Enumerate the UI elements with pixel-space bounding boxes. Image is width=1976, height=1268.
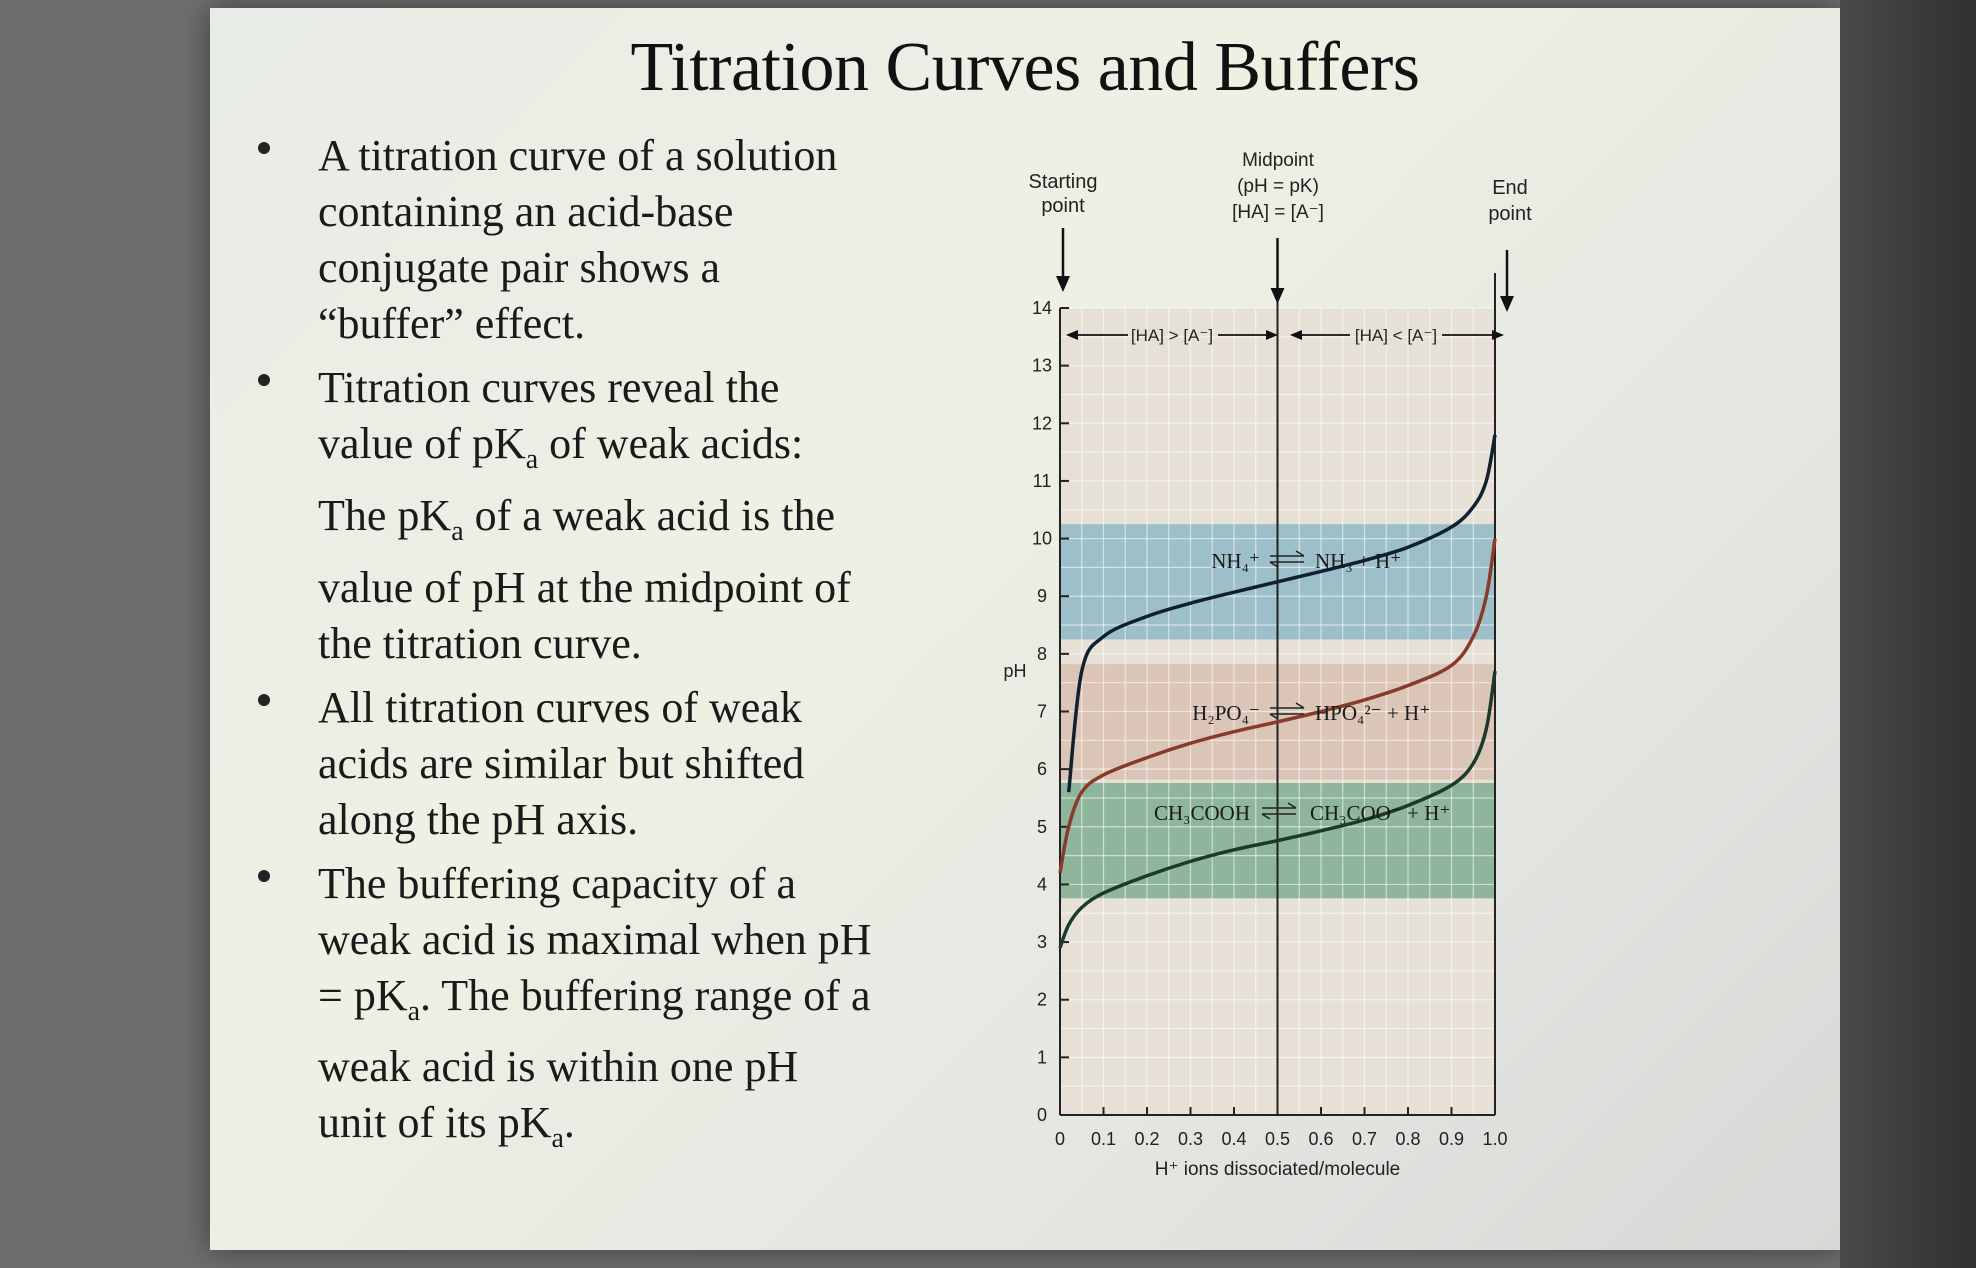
- end-point-label: point: [1488, 203, 1532, 225]
- bullet-item: The buffering capacity of a weak acid is…: [250, 856, 1150, 1168]
- subscript-a: a: [451, 515, 464, 547]
- midpoint-label: [HA] = [A⁻]: [1232, 202, 1324, 223]
- bullet-list: A titration curve of a solution containi…: [250, 128, 1150, 1175]
- y-tick-label: 5: [1037, 817, 1047, 837]
- region-arrow-head: [1066, 330, 1078, 340]
- starting-point-label: Starting: [1029, 171, 1098, 193]
- bullet-item: All titration curves of weak acids are s…: [250, 680, 1150, 848]
- x-tick-label: 0.3: [1178, 1129, 1203, 1149]
- bullet-dot: [258, 693, 270, 706]
- reaction-left-phosphate: H₂PO₄⁻: [1192, 701, 1260, 725]
- starting-point-label: point: [1041, 195, 1085, 217]
- y-tick-label: 2: [1037, 990, 1047, 1010]
- midpoint-label: Midpoint: [1242, 150, 1315, 171]
- midpoint-label: (pH = pK): [1237, 176, 1319, 197]
- titration-curve-ammonium: [1066, 434, 1497, 793]
- titration-curves: [1058, 434, 1497, 949]
- region-label-right: [HA] < [A⁻]: [1355, 326, 1437, 345]
- bullet-line: The buffering capacity of a: [318, 858, 797, 908]
- chart-axes: 0 0.1 0.2 0.3 0.4 0.5 0.6 0.7 0.8 0.9 1.0012345678…: [1003, 273, 1508, 1180]
- equilibrium-arrow-head: [1287, 802, 1297, 809]
- x-axis-label: H⁺ ions dissociated/molecule: [1155, 1159, 1401, 1180]
- y-tick-label: 8: [1037, 644, 1047, 664]
- titration-curve-acetate: [1058, 670, 1497, 949]
- bullet-dot: [258, 869, 270, 882]
- y-tick-label: 12: [1032, 413, 1052, 433]
- equilibrium-arrow-head: [1261, 813, 1271, 820]
- end-point-label: End: [1492, 177, 1528, 199]
- equilibrium-arrow-head: [1269, 561, 1279, 568]
- region-label-left: [HA] > [A⁻]: [1131, 326, 1213, 345]
- bullet-line: acids are similar but shifted: [318, 738, 805, 788]
- region-arrow-head: [1290, 330, 1302, 340]
- titration-curve-phosphate: [1058, 538, 1497, 874]
- bullet-line: the titration curve.: [318, 618, 642, 668]
- bullet-line: value of pKa of weak acids:: [318, 419, 804, 475]
- projected-slide: Titration Curves and Buffers A titration…: [210, 8, 1840, 1250]
- bullet-item: Titration curves reveal the value of pKa…: [250, 360, 1150, 672]
- bullet-line: unit of its pKa.: [318, 1098, 575, 1155]
- y-tick-label: 10: [1032, 529, 1052, 549]
- y-tick-label: 0: [1037, 1105, 1047, 1125]
- y-tick-label: 11: [1033, 471, 1052, 491]
- bullet-line: The pKa of a weak acid is the: [318, 490, 836, 547]
- bullet-line: containing an acid-base: [318, 187, 734, 236]
- reaction-left-acetate: CH₃COOH: [1154, 801, 1250, 825]
- monitor-bezel: [1840, 0, 1976, 1268]
- reaction-right-acetate: CH₃COO⁻ + H⁺: [1310, 801, 1451, 825]
- bullet-line: = pKa. The buffering range of a: [318, 970, 871, 1027]
- y-tick-label: 7: [1037, 702, 1047, 722]
- x-tick-label: 0.5: [1265, 1129, 1290, 1149]
- y-tick-label: 1: [1037, 1047, 1047, 1067]
- bullet-line: weak acid is within one pH: [318, 1042, 799, 1092]
- reaction-right-phosphate: HPO₄²⁻ + H⁺: [1315, 701, 1430, 725]
- arrow-head: [1500, 296, 1514, 312]
- x-tick-label: 0.6: [1308, 1129, 1333, 1149]
- region-arrow-head: [1266, 330, 1278, 340]
- equilibrium-arrow-head: [1295, 702, 1305, 709]
- x-tick-label: 1.0: [1482, 1129, 1507, 1149]
- subscript-a: a: [407, 995, 421, 1027]
- x-tick-label: 0.2: [1134, 1129, 1159, 1149]
- x-tick-label: 0.1: [1091, 1129, 1116, 1149]
- bullet-dot: [258, 142, 270, 154]
- bullet-line: weak acid is maximal when pH: [318, 914, 872, 964]
- y-tick-label: 14: [1032, 298, 1052, 318]
- bullet-line: value of pH at the midpoint of: [318, 562, 851, 612]
- reaction-left-ammonium: NH₄⁺: [1211, 549, 1260, 573]
- bullet-line: A titration curve of a solution: [318, 131, 838, 180]
- y-axis-label: pH: [1003, 661, 1026, 681]
- slide-title: Titration Curves and Buffers: [630, 29, 1420, 106]
- bullet-line: “buffer” effect.: [318, 299, 586, 348]
- x-tick-label: 0.9: [1439, 1129, 1464, 1149]
- reaction-right-ammonium: NH₃ + H⁺: [1315, 549, 1401, 573]
- y-tick-label: 6: [1037, 759, 1047, 779]
- bullet-line: All titration curves of weak: [318, 682, 802, 732]
- bullet-line: Titration curves reveal the: [318, 363, 780, 412]
- y-tick-label: 4: [1037, 874, 1047, 894]
- bullet-line: conjugate pair shows a: [318, 243, 720, 292]
- bullet-dot: [258, 374, 270, 386]
- region-arrow-head: [1492, 330, 1504, 340]
- x-tick-label: 0.7: [1352, 1129, 1377, 1149]
- bullet-line: along the pH axis.: [318, 794, 639, 844]
- bullet-item: A titration curve of a solution containi…: [250, 128, 1150, 352]
- y-tick-label: 13: [1032, 356, 1052, 376]
- subscript-a: a: [551, 1123, 564, 1155]
- x-tick-label: 0: [1055, 1129, 1065, 1149]
- arrow-head: [1056, 276, 1070, 292]
- titration-chart: 0 0.1 0.2 0.3 0.4 0.5 0.6 0.7 0.8 0.9 1.0012345678…: [1003, 150, 1533, 1180]
- y-tick-label: 3: [1037, 932, 1047, 952]
- arrow-head: [1270, 288, 1285, 304]
- x-tick-label: 0.4: [1221, 1129, 1246, 1149]
- x-tick-label: 0.8: [1395, 1129, 1420, 1149]
- subscript-a: a: [525, 443, 539, 475]
- y-tick-label: 9: [1037, 586, 1047, 606]
- equilibrium-arrow-head: [1269, 713, 1279, 720]
- equilibrium-arrow-head: [1295, 550, 1305, 557]
